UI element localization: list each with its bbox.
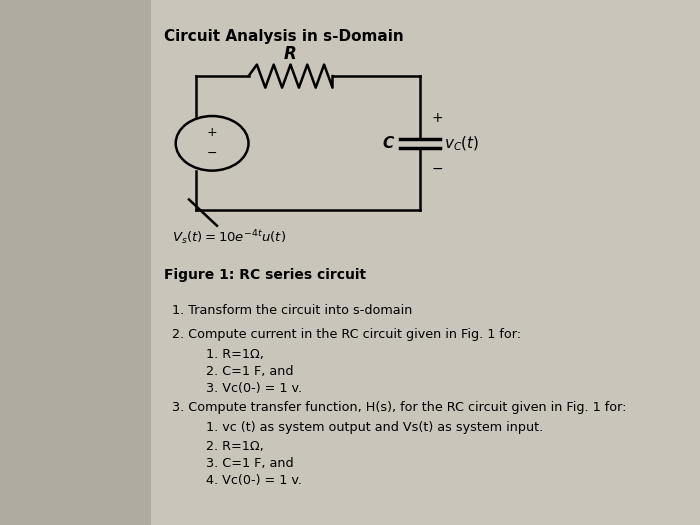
Text: 2. C=1 F, and: 2. C=1 F, and: [206, 365, 294, 378]
Text: C: C: [383, 136, 394, 151]
Text: +: +: [432, 111, 443, 125]
Text: 4. Vᴄ(0-) = 1 v.: 4. Vᴄ(0-) = 1 v.: [206, 474, 302, 487]
Text: $V_s(t) = 10e^{-4t}u(t)$: $V_s(t) = 10e^{-4t}u(t)$: [172, 228, 286, 247]
Text: R: R: [284, 45, 297, 63]
Text: 1. vᴄ (t) as system output and Vs(t) as system input.: 1. vᴄ (t) as system output and Vs(t) as …: [206, 421, 544, 434]
Text: +: +: [206, 127, 218, 140]
Text: 3. C=1 F, and: 3. C=1 F, and: [206, 457, 294, 470]
Bar: [0, 0, 150, 525]
Text: Circuit Analysis in s-Domain: Circuit Analysis in s-Domain: [164, 29, 405, 44]
Text: 2. Compute current in the RC circuit given in Fig. 1 for:: 2. Compute current in the RC circuit giv…: [172, 328, 521, 341]
Text: 1. R=1Ω,: 1. R=1Ω,: [206, 348, 265, 361]
Text: 3. Vᴄ(0-) = 1 v.: 3. Vᴄ(0-) = 1 v.: [206, 382, 302, 395]
Text: Figure 1: RC series circuit: Figure 1: RC series circuit: [164, 268, 367, 282]
Text: −: −: [207, 147, 217, 160]
Text: −: −: [432, 162, 443, 176]
Text: 1. Transform the circuit into s-domain: 1. Transform the circuit into s-domain: [172, 304, 412, 318]
Text: 3. Compute transfer function, H(s), for the RC circuit given in Fig. 1 for:: 3. Compute transfer function, H(s), for …: [172, 401, 626, 414]
Text: 2. R=1Ω,: 2. R=1Ω,: [206, 440, 265, 453]
Text: $v_C(t)$: $v_C(t)$: [444, 134, 480, 153]
